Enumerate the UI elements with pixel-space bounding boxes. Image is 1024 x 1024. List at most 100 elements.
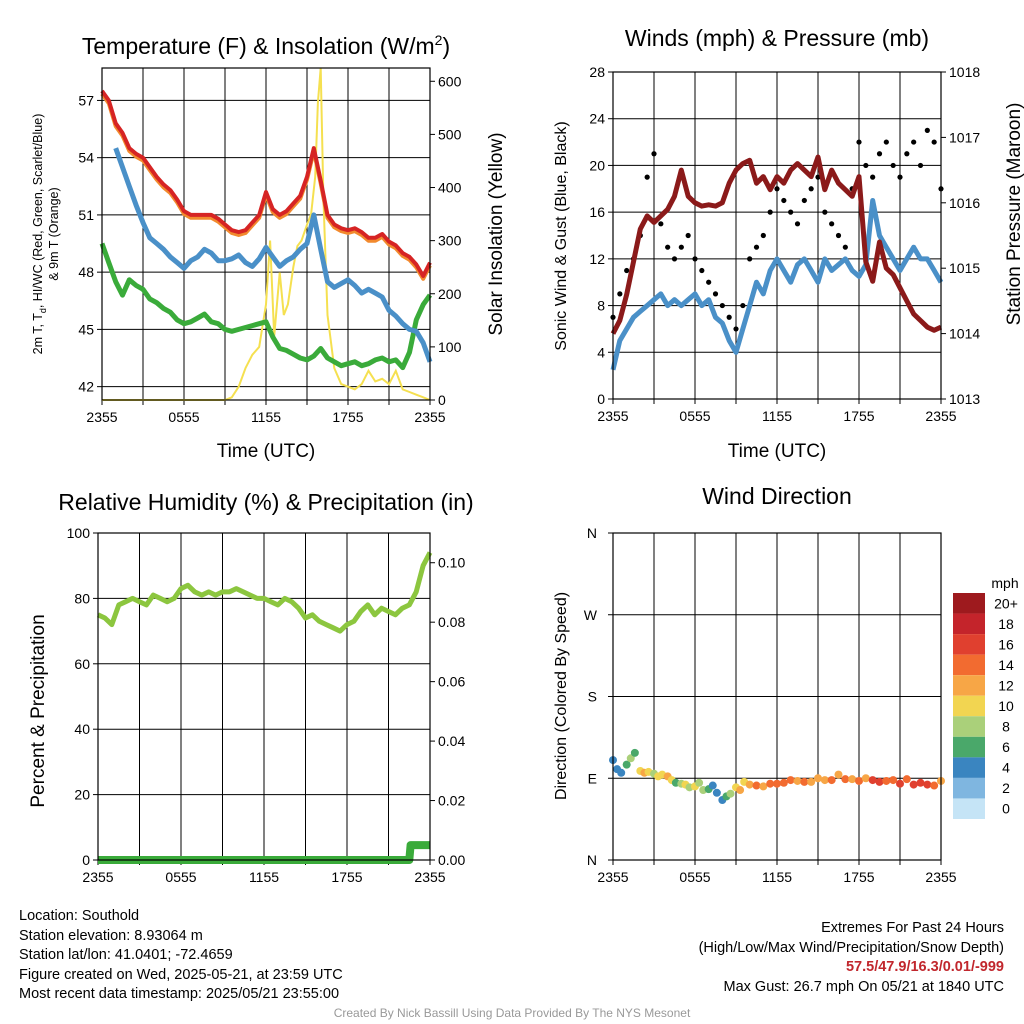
winds-pressure-chart: 2355 0555 1155 1755 235504812162024281013101… <box>553 25 1024 462</box>
gust-point <box>692 256 698 262</box>
temp-ytick-label: 48 <box>78 264 94 280</box>
rh-ytick-label: 80 <box>74 590 90 606</box>
gust-point <box>665 244 671 250</box>
gust-point <box>890 162 896 169</box>
gust-point <box>740 302 746 309</box>
gust-point <box>747 256 753 262</box>
temp-border <box>101 67 431 401</box>
figure-created: Figure created on Wed, 2025-05-21, at 23… <box>19 966 343 983</box>
direction-point <box>930 781 939 790</box>
direction-point <box>855 776 863 785</box>
rh-xtick-label: 2355 <box>82 869 113 885</box>
gust-point <box>726 314 732 320</box>
gust-point <box>924 127 930 133</box>
rh-xtick-label: 0555 <box>165 869 196 885</box>
temp-xtick-label: 2355 <box>414 409 445 425</box>
gust-point <box>760 232 766 239</box>
colorbar-label: 0 <box>1002 801 1010 817</box>
gust-point <box>911 139 917 145</box>
direction-point <box>909 780 918 789</box>
wind-ytick-label: 24 <box>589 111 605 127</box>
temp-title-main: Temperature (F) & Insolation (W/m <box>82 33 435 59</box>
gust-point <box>829 221 835 227</box>
direction-point <box>712 788 721 797</box>
direction-point <box>902 775 911 784</box>
direction-point <box>889 776 898 785</box>
colorbar-label: 16 <box>998 636 1014 652</box>
temp-ytick-label: 51 <box>78 207 94 223</box>
temp-ytick-label: 45 <box>78 321 94 337</box>
gust-point <box>712 291 719 297</box>
pressure-ylabel: Station Pressure (Maroon) <box>1004 103 1024 326</box>
direction-point <box>868 776 877 785</box>
temp-xtick-label: 0555 <box>168 409 199 425</box>
temp-ylabel-line2: & 9m T (Orange) <box>47 187 61 280</box>
dir-border <box>612 532 942 861</box>
colorbar-label: 8 <box>1002 719 1010 735</box>
dir-ytick-label: N <box>587 525 597 541</box>
temp-ylabel: 2m T, Td, HI/WC (Red, Green, Scarlet/Blu… <box>31 114 48 355</box>
rh-xtick-label: 1155 <box>249 869 279 885</box>
gust-point <box>822 209 828 215</box>
colorbar-title: mph <box>991 575 1018 591</box>
wind-xtick-label: 1155 <box>762 408 792 424</box>
colorbar-swatch <box>953 736 985 758</box>
credit-line: Created By Nick Bassill Using Data Provi… <box>333 1006 691 1020</box>
extremes-values: 57.5/47.9/16.3/0.01/-999 <box>845 959 1004 975</box>
rh-border <box>97 532 431 861</box>
dir-ytick-label: E <box>588 770 597 786</box>
windchill-line <box>113 147 433 363</box>
direction-point <box>800 777 809 786</box>
dir-xtick-label: 1755 <box>843 869 874 885</box>
rh-ytick-label: 40 <box>74 721 90 737</box>
station-latlon: Station lat/lon: 41.0401; -72.4659 <box>19 947 233 963</box>
rh-ylabel: Percent & Precipitation <box>28 614 49 807</box>
direction-point <box>726 789 735 798</box>
gust-point <box>644 174 650 180</box>
wind-ylabel: Sonic Wind & Gust (Blue, Black) <box>553 121 570 350</box>
extremes-title: Extremes For Past 24 Hours <box>821 920 1004 936</box>
colorbar-swatch <box>953 634 985 655</box>
wind-chart-title: Winds (mph) & Pressure (mb) <box>625 25 929 51</box>
colorbar-swatch <box>953 613 985 635</box>
colorbar-swatch <box>953 654 985 676</box>
gust-point <box>767 209 773 215</box>
colorbar-label: 20+ <box>994 595 1018 611</box>
gust-point <box>624 267 630 274</box>
direction-point <box>626 754 635 763</box>
dir-ytick-label: W <box>584 607 598 623</box>
gust-point <box>808 186 814 192</box>
direction-point <box>793 776 802 785</box>
direction-point <box>745 780 754 789</box>
rh-ytick-label: 60 <box>74 656 90 672</box>
pressure-line <box>610 154 943 335</box>
wind-xtick-label: 0555 <box>679 408 710 424</box>
precip-ytick-right-label: 0.00 <box>438 852 465 868</box>
rh-chart-title: Relative Humidity (%) & Precipitation (i… <box>58 489 473 515</box>
temp-ylabel-b: , HI/WC (Red, Green, Scarlet/Blue) <box>31 114 45 309</box>
direction-point <box>736 786 745 795</box>
rh-xtick-label: 2355 <box>414 869 445 885</box>
dir-chart-title: Wind Direction <box>702 483 852 509</box>
temperature-chart: 2355 0555 1155 1755 2355 42 45 48 51 54 57 0 100 200 3… <box>31 32 507 462</box>
colorbar-label: 4 <box>1002 760 1010 776</box>
solar-ytick-right-label: 100 <box>438 339 462 355</box>
rh-ytick-label: 0 <box>82 852 90 868</box>
gust-point <box>774 186 780 192</box>
gust-point <box>719 302 725 309</box>
dir-xtick-label: 0555 <box>679 869 710 885</box>
direction-point <box>695 778 704 787</box>
wind-xlabel: Time (UTC) <box>728 441 827 462</box>
humidity-line <box>96 551 433 634</box>
wind-ytick-label: 12 <box>589 251 605 267</box>
gust-point <box>685 232 691 239</box>
temp-ytick-label: 42 <box>78 379 94 395</box>
station-elevation: Station elevation: 8.93064 m <box>19 927 203 944</box>
direction-point <box>766 779 775 788</box>
gust-point <box>706 279 712 285</box>
colorbar-swatch <box>953 675 985 696</box>
dir-xtick-label: 2355 <box>925 869 956 885</box>
extremes-subtitle: (High/Low/Max Wind/Precipitation/Snow De… <box>698 939 1004 956</box>
direction-point <box>759 782 768 791</box>
